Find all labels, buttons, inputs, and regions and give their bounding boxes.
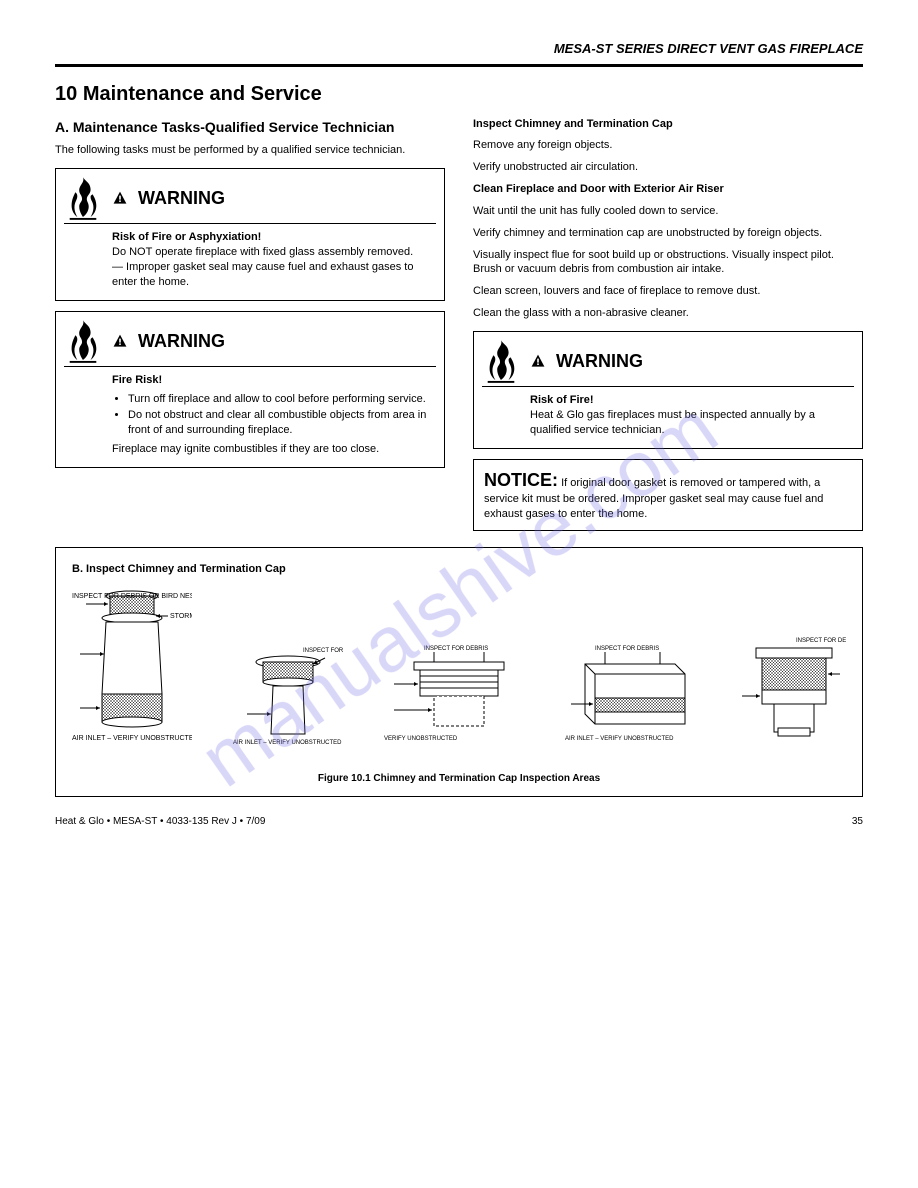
figure-caption: Figure 10.1 Chimney and Termination Cap … [72, 772, 846, 786]
warning-3-title: WARNING [556, 349, 643, 373]
svg-text:VERIFY UNOBSTRUCTED: VERIFY UNOBSTRUCTED [384, 736, 458, 742]
svg-text:AIR INLET – VERIFY UNOBSTRUCTE: AIR INLET – VERIFY UNOBSTRUCTED [233, 740, 342, 746]
intro-text: The following tasks must be performed by… [55, 143, 445, 158]
right-b2: Verify chimney and termination cap are u… [473, 226, 863, 241]
termination-cap-b: INSPECT FOR DEBRIS AIR INLET – VERIFY UN… [233, 644, 343, 754]
page-title: MESA-ST SERIES DIRECT VENT GAS FIREPLACE [55, 40, 863, 67]
right-h2: Clean Fireplace and Door with Exterior A… [473, 183, 724, 195]
svg-text:AIR INLET – VERIFY UNOBSTRUCTE: AIR INLET – VERIFY UNOBSTRUCTED [72, 735, 192, 742]
termination-cap-e: INSPECT FOR DEBRIS [736, 634, 846, 754]
right-b4: Clean screen, louvers and face of firepl… [473, 284, 863, 299]
subsection-a-heading: A. Maintenance Tasks-Qualified Service T… [55, 118, 445, 137]
warning-3-lead: Risk of Fire! [530, 393, 854, 408]
warning-2-bullet-2: Do not obstruct and clear all combustibl… [128, 408, 436, 438]
svg-text:INSPECT FOR DEBRIS: INSPECT FOR DEBRIS [595, 646, 659, 652]
section-heading: 10 Maintenance and Service [55, 81, 863, 108]
warning-triangle-icon [530, 353, 546, 369]
warning-1-title: WARNING [138, 186, 225, 210]
termination-cap-c: INSPECT FOR DEBRIS VERIFY UNOBSTRUCTED [384, 644, 524, 754]
footer-right: 35 [852, 815, 863, 829]
subsection-b-heading: B. Inspect Chimney and Termination Cap [72, 562, 846, 577]
warning-triangle-icon [112, 333, 128, 349]
warning-1-lead: Risk of Fire or Asphyxiation! [112, 230, 436, 245]
figure-box: B. Inspect Chimney and Termination Cap I… [55, 547, 863, 797]
svg-text:AIR INLET – VERIFY UNOBSTRUCTE: AIR INLET – VERIFY UNOBSTRUCTED [565, 736, 674, 742]
warning-1-line2: — Improper gasket seal may cause fuel an… [112, 260, 436, 290]
right-l1: Remove any foreign objects. [473, 138, 863, 153]
warning-1-line1: Do NOT operate fireplace with fixed glas… [112, 245, 436, 260]
two-column-layout: A. Maintenance Tasks-Qualified Service T… [55, 110, 863, 541]
left-column: A. Maintenance Tasks-Qualified Service T… [55, 110, 445, 541]
right-column: Inspect Chimney and Termination Cap Remo… [473, 110, 863, 541]
warning-3-line: Heat & Glo gas fireplaces must be inspec… [530, 408, 854, 438]
page-footer: Heat & Glo • MESA-ST • 4033-135 Rev J • … [55, 815, 863, 829]
warning-box-3: WARNING Risk of Fire! Heat & Glo gas fir… [473, 331, 863, 449]
warning-triangle-icon [112, 190, 128, 206]
section-title: Maintenance and Service [83, 83, 322, 105]
svg-text:STORM COLLAR: STORM COLLAR [170, 613, 192, 620]
notice-box: NOTICE: If original door gasket is remov… [473, 459, 863, 531]
flame-icon [64, 318, 102, 364]
right-b3: Visually inspect flue for soot build up … [473, 248, 863, 278]
termination-cap-a: INSPECT FOR DEBRIS OR BIRD NESTS STORM C… [72, 584, 192, 754]
warning-2-bullet-1: Turn off fireplace and allow to cool bef… [128, 392, 436, 407]
flame-icon [482, 338, 520, 384]
right-b5: Clean the glass with a non-abrasive clea… [473, 306, 863, 321]
svg-text:INSPECT FOR DEBRIS: INSPECT FOR DEBRIS [424, 646, 488, 652]
right-l2: Verify unobstructed air circulation. [473, 160, 863, 175]
termination-cap-d: INSPECT FOR DEBRIS AIR INLET – VERIFY UN… [565, 644, 695, 754]
right-b1: Wait until the unit has fully cooled dow… [473, 204, 863, 219]
warning-2-title: WARNING [138, 329, 225, 353]
warning-box-1: WARNING Risk of Fire or Asphyxiation! Do… [55, 168, 445, 300]
notice-title: NOTICE: [484, 470, 558, 490]
right-h1: Inspect Chimney and Termination Cap [473, 118, 673, 130]
svg-text:INSPECT FOR DEBRIS OR BIRD NES: INSPECT FOR DEBRIS OR BIRD NESTS [72, 593, 192, 600]
footer-left: Heat & Glo • MESA-ST • 4033-135 Rev J • … [55, 815, 265, 829]
warning-box-2: WARNING Fire Risk! Turn off fireplace an… [55, 311, 445, 468]
svg-text:INSPECT FOR DEBRIS: INSPECT FOR DEBRIS [303, 648, 343, 654]
section-number: 10 [55, 83, 77, 105]
svg-text:INSPECT FOR DEBRIS: INSPECT FOR DEBRIS [796, 638, 846, 644]
flame-icon [64, 175, 102, 221]
warning-2-lead: Fire Risk! [112, 373, 436, 388]
warning-2-tail: Fireplace may ignite combustibles if the… [112, 442, 436, 457]
